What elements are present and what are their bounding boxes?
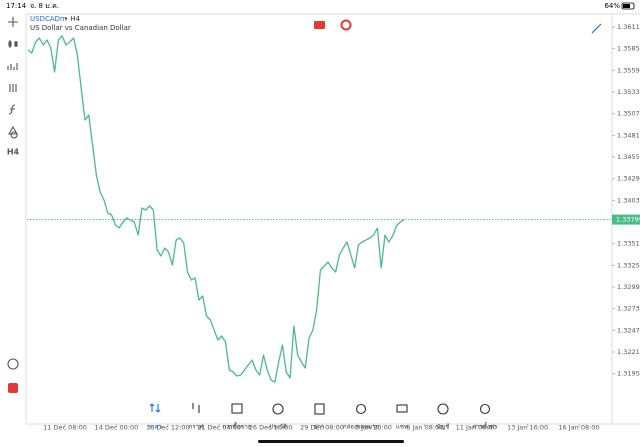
status-time: 17:14 <box>6 2 27 10</box>
y-tick-label: 1.32990 <box>617 283 640 291</box>
function-icon[interactable] <box>8 104 16 115</box>
tab-label[interactable]: ราคา <box>148 424 162 431</box>
chart-type-icon[interactable] <box>8 40 18 48</box>
y-tick-label: 1.33510 <box>617 240 640 248</box>
tab-icon[interactable] <box>355 403 367 415</box>
y-tick-label: 1.34810 <box>617 131 640 139</box>
tab-icon[interactable] <box>437 403 449 415</box>
zoom-icon[interactable] <box>7 358 19 370</box>
x-tick-label: 26 Dec 16:00 <box>249 424 293 432</box>
tab-label[interactable]: บัญชี <box>437 423 450 431</box>
x-tick-label: 21 Dec 04:00 <box>197 424 241 432</box>
tab-icon[interactable] <box>149 403 161 413</box>
y-tick-label: 1.34550 <box>617 153 640 161</box>
current-price-label: 1.33799 <box>616 216 640 224</box>
y-tick-label: 1.34030 <box>617 196 640 204</box>
y-tick-label: 1.32730 <box>617 305 640 313</box>
x-tick-label: 14 Dec 00:00 <box>95 424 139 432</box>
status-battery: 64% <box>604 2 620 10</box>
current-price-box <box>612 214 640 225</box>
y-tick-label: 1.36110 <box>617 23 640 31</box>
x-tick-label: 16 Dec 12:00 <box>146 424 190 432</box>
home-indicator <box>258 440 404 443</box>
objects-icon[interactable] <box>8 125 18 139</box>
battery-level <box>623 4 630 8</box>
tab-label[interactable]: กราฟ <box>189 424 203 431</box>
x-tick-label: 11 Dec 08:00 <box>43 424 87 432</box>
tab-icon[interactable] <box>396 404 408 413</box>
x-tick-label: 11 Jan 00:00 <box>456 424 497 432</box>
tab-label[interactable]: กล่องจดหมาย <box>343 424 379 431</box>
trade-button[interactable] <box>340 19 352 31</box>
y-tick-label: 1.31950 <box>617 370 640 378</box>
x-tick-label: 16 Jan 08:00 <box>558 424 599 432</box>
x-tick-label: 3 Jan 20:00 <box>355 424 392 432</box>
draw-tool[interactable] <box>591 23 602 34</box>
y-tick-label: 1.35850 <box>617 45 640 53</box>
tab-icon[interactable] <box>272 403 284 415</box>
description: US Dollar vs Canadian Dollar <box>30 24 131 32</box>
x-tick-label: 29 Dec 08:00 <box>300 424 344 432</box>
battery-icon <box>621 2 635 10</box>
tab-icon[interactable] <box>314 403 325 415</box>
indicators-icon[interactable] <box>7 63 18 70</box>
tab-icons <box>149 403 491 415</box>
symbol[interactable]: USDCADm <box>30 15 67 23</box>
x-tick-label: 8 Jan 08:00 <box>406 424 443 432</box>
y-tick-label: 1.35590 <box>617 66 640 74</box>
y-tick-label: 1.35330 <box>617 88 640 96</box>
tab-label[interactable]: ข่าว <box>314 424 325 431</box>
y-tick-label: 1.35070 <box>617 110 640 118</box>
tab-label[interactable]: ประวัติ <box>269 424 287 431</box>
tab-icon[interactable] <box>192 403 200 413</box>
timeframe: • H4 <box>64 15 81 23</box>
tab-label[interactable]: การซื้อขาย <box>223 421 252 431</box>
y-tick-label: 1.32210 <box>617 348 640 356</box>
y-tick-label: 1.33250 <box>617 261 640 269</box>
y-tick-label: 1.32470 <box>617 326 640 334</box>
trade-panel-icon[interactable] <box>8 383 18 393</box>
crosshair-icon[interactable] <box>8 17 18 27</box>
sell-button[interactable] <box>314 21 325 29</box>
settings-icon[interactable] <box>9 84 17 92</box>
tab-label[interactable]: แชท <box>396 424 408 431</box>
tab-icon[interactable] <box>479 403 491 415</box>
price-line <box>27 35 405 383</box>
toolbar-timeframe[interactable]: H4 <box>7 148 20 157</box>
x-tick-label: 13 Jan 16:00 <box>507 424 548 432</box>
y-tick-label: 1.34290 <box>617 175 640 183</box>
status-date: จ. 8 ม.ค. <box>30 2 59 10</box>
tab-icon[interactable] <box>231 403 243 414</box>
tab-label[interactable]: การตั้งค่า <box>473 421 497 431</box>
